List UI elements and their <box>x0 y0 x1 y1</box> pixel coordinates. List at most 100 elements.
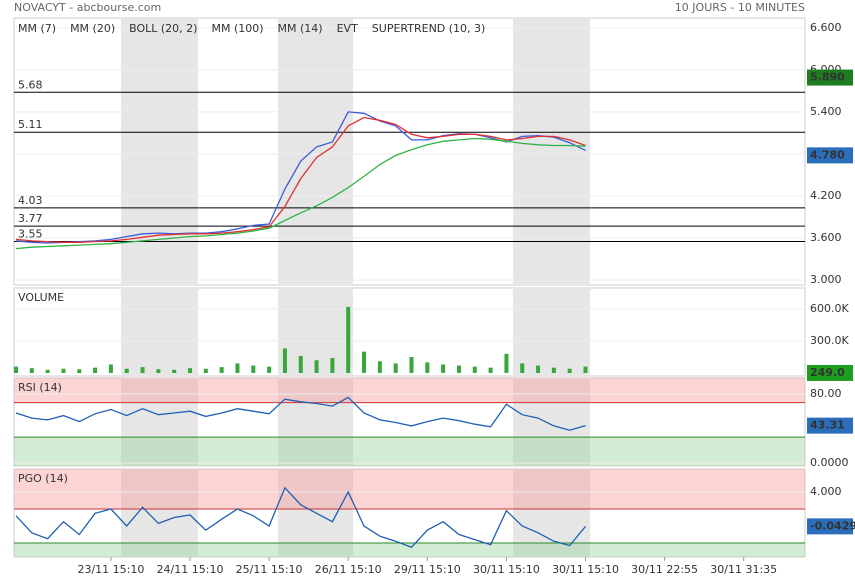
day-shade <box>513 469 590 557</box>
panel-title: VOLUME <box>18 291 64 304</box>
day-shade <box>121 18 198 285</box>
legend-item[interactable]: BOLL (20, 2) <box>129 22 197 35</box>
level-label: 5.68 <box>18 78 43 91</box>
last-value-box <box>807 417 853 434</box>
volume-bar <box>346 306 351 373</box>
y-tick-label: 4.000 <box>810 485 842 498</box>
volume-bar <box>188 368 193 373</box>
y-tick-label: 80.00 <box>810 387 842 400</box>
volume-bar <box>425 362 430 373</box>
x-tick-label: 26/11 15:10 <box>315 563 382 576</box>
indicator-line <box>15 486 587 548</box>
y-tick-label: 300.0K <box>810 334 849 347</box>
last-value-box <box>807 518 853 535</box>
last-value-label: 4.780 <box>810 148 845 161</box>
last-value-label: 5.890 <box>810 71 845 84</box>
y-tick-label: 4.200 <box>810 189 842 202</box>
x-tick-label: 30/11 15:10 <box>552 563 619 576</box>
volume-bar <box>77 369 82 373</box>
oversold-zone <box>14 542 805 557</box>
panel-title: PGO (14) <box>18 472 68 485</box>
volume-bar <box>536 365 541 373</box>
oversold-zone <box>14 437 805 466</box>
overbought-zone <box>14 469 805 510</box>
chart-title: NOVACYT - abcbourse.com <box>14 1 161 14</box>
legend-item[interactable]: EVT <box>337 22 358 35</box>
day-shade <box>121 469 198 557</box>
volume-bar <box>29 368 34 373</box>
volume-bar <box>282 348 287 373</box>
level-label: 3.77 <box>18 212 43 225</box>
last-value-box <box>807 364 853 381</box>
last-value-box <box>807 147 853 164</box>
volume-bar <box>267 366 272 373</box>
legend-item[interactable]: MM (20) <box>70 22 115 35</box>
volume-bar <box>235 363 240 373</box>
y-tick-label: 6.600 <box>810 21 842 34</box>
level-label: 5.11 <box>18 118 43 131</box>
volume-bar <box>409 357 414 373</box>
y-tick-label: 0.0000 <box>810 456 849 469</box>
legend-item[interactable]: MM (7) <box>18 22 56 35</box>
day-shade <box>278 18 353 285</box>
last-value-label: 43.31 <box>810 419 845 432</box>
last-value-box <box>807 69 853 86</box>
overbought-zone <box>14 378 805 403</box>
volume-bar <box>488 367 493 373</box>
legend-item[interactable]: SUPERTREND (10, 3) <box>372 22 486 35</box>
legend-item[interactable]: MM (14) <box>278 22 323 35</box>
volume-bar <box>393 363 398 373</box>
x-tick-label: 30/11 22:55 <box>631 563 698 576</box>
day-shade <box>278 378 353 466</box>
series-line <box>15 111 586 244</box>
volume-bar <box>456 365 461 373</box>
x-tick-label: 30/11 31:35 <box>710 563 777 576</box>
y-tick-label: 3.000 <box>810 273 842 286</box>
volume-bar <box>362 351 367 373</box>
x-tick-label: 24/11 15:10 <box>157 563 224 576</box>
volume-bar <box>441 364 446 373</box>
volume-bar <box>504 353 509 373</box>
level-label: 4.03 <box>18 194 43 207</box>
volume-bar <box>61 368 66 373</box>
volume-bar <box>330 358 335 373</box>
volume-bar <box>520 363 525 373</box>
last-value-label: 249.0 <box>810 366 845 379</box>
day-shade <box>513 288 590 376</box>
volume-bar <box>140 367 145 373</box>
volume-bar <box>203 368 208 373</box>
legend-item[interactable]: MM (100) <box>211 22 263 35</box>
volume-bar <box>45 369 50 373</box>
volume-bar <box>156 369 161 373</box>
y-tick-label: 600.0K <box>810 302 849 315</box>
volume-bar <box>14 366 18 373</box>
volume-bar <box>314 360 319 373</box>
x-tick-label: 25/11 15:10 <box>236 563 303 576</box>
x-tick-label: 23/11 15:10 <box>77 563 144 576</box>
level-label: 3.55 <box>18 228 43 241</box>
volume-bar <box>172 369 177 373</box>
x-tick-label: 30/11 15:10 <box>473 563 540 576</box>
volume-bar <box>551 367 556 373</box>
volume-bar <box>251 365 256 373</box>
volume-bar <box>108 364 113 373</box>
y-tick-label: 3.600 <box>810 231 842 244</box>
volume-bar <box>219 367 224 373</box>
indicator-line <box>15 396 586 431</box>
volume-bar <box>472 366 477 373</box>
panel-title: RSI (14) <box>18 381 62 394</box>
series-line <box>15 137 586 250</box>
volume-bar <box>124 368 129 373</box>
volume-bar <box>298 355 303 373</box>
volume-bar <box>583 366 588 373</box>
day-shade <box>121 288 198 376</box>
period[interactable]: 10 JOURS - 10 MINUTES <box>675 1 805 14</box>
x-tick-label: 29/11 15:10 <box>394 563 461 576</box>
day-shade <box>513 378 590 466</box>
day-shade <box>121 378 198 466</box>
volume-bar <box>377 361 382 373</box>
volume-bar <box>567 368 572 373</box>
last-value-label: -0.0429 <box>810 519 855 532</box>
y-tick-label: 5.400 <box>810 105 842 118</box>
